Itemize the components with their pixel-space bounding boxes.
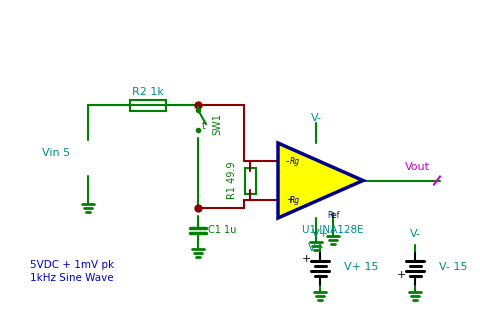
Text: 1kHz Sine Wave: 1kHz Sine Wave <box>30 273 114 283</box>
Text: R1 49.9: R1 49.9 <box>227 162 237 199</box>
Text: +: + <box>301 254 311 264</box>
Text: U1 INA128E: U1 INA128E <box>302 225 364 235</box>
Text: Vout: Vout <box>405 162 430 171</box>
Text: 5VDC + 1mV pk: 5VDC + 1mV pk <box>30 260 114 270</box>
Text: +: + <box>396 270 406 280</box>
Text: Rg: Rg <box>290 196 300 205</box>
Text: V+: V+ <box>308 243 324 253</box>
Text: C1 1u: C1 1u <box>208 225 236 235</box>
Text: Ref: Ref <box>327 211 339 220</box>
Text: V-: V- <box>409 229 420 239</box>
Text: t: t <box>202 121 206 131</box>
Polygon shape <box>278 143 363 218</box>
Text: -: - <box>286 156 289 166</box>
Text: R2 1k: R2 1k <box>132 87 164 97</box>
Text: Rg: Rg <box>290 157 300 166</box>
Bar <box>130 100 166 111</box>
Text: V+: V+ <box>312 229 328 239</box>
Text: SW1: SW1 <box>212 113 222 135</box>
Text: V- 15: V- 15 <box>439 262 468 272</box>
Text: V+ 15: V+ 15 <box>344 262 379 272</box>
Text: +: + <box>286 195 294 205</box>
Bar <box>244 167 255 194</box>
Text: Vin 5: Vin 5 <box>42 148 70 158</box>
Text: V-: V- <box>311 113 322 123</box>
